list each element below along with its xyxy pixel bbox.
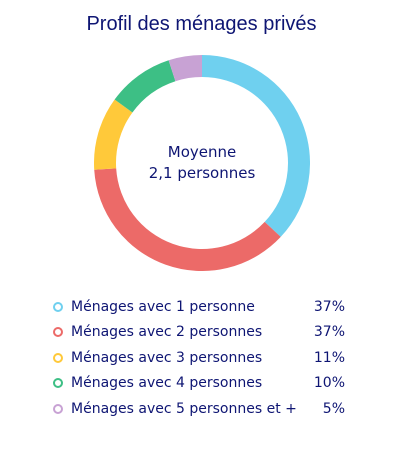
legend-item[interactable]: Ménages avec 4 personnes 10% (53, 371, 349, 397)
legend: Ménages avec 1 personne 37% Ménages avec… (53, 294, 349, 422)
legend-label: Ménages avec 1 personne (71, 298, 255, 315)
legend-marker-icon (53, 352, 63, 363)
legend-value: 10% (313, 375, 345, 392)
legend-item[interactable]: Ménages avec 2 personnes 37% (53, 320, 349, 346)
donut-chart (94, 55, 310, 271)
legend-value: 37% (313, 298, 345, 315)
slice-4-personnes[interactable] (114, 60, 176, 113)
slice-5-personnes-plus[interactable] (168, 55, 202, 82)
slice-2-personnes[interactable] (94, 168, 281, 271)
legend-value: 37% (313, 324, 345, 341)
legend-marker-icon (53, 378, 63, 389)
legend-label: Ménages avec 2 personnes (71, 324, 263, 341)
legend-value: 5% (322, 400, 345, 417)
legend-item[interactable]: Ménages avec 3 personnes 11% (53, 345, 349, 371)
slice-3-personnes[interactable] (94, 99, 133, 170)
legend-value: 11% (313, 349, 345, 366)
legend-marker-icon (53, 327, 63, 338)
chart-title: Profil des ménages privés (86, 13, 317, 35)
legend-marker-icon (53, 403, 63, 414)
legend-item[interactable]: Ménages avec 1 personne 37% (53, 294, 349, 320)
legend-marker-icon (53, 301, 63, 312)
legend-label: Ménages avec 4 personnes (71, 375, 263, 392)
legend-item[interactable]: Ménages avec 5 personnes et + 5% (53, 396, 349, 422)
legend-label: Ménages avec 3 personnes (71, 349, 263, 366)
legend-label: Ménages avec 5 personnes et + (71, 400, 297, 417)
slice-1-personne[interactable] (202, 55, 310, 237)
